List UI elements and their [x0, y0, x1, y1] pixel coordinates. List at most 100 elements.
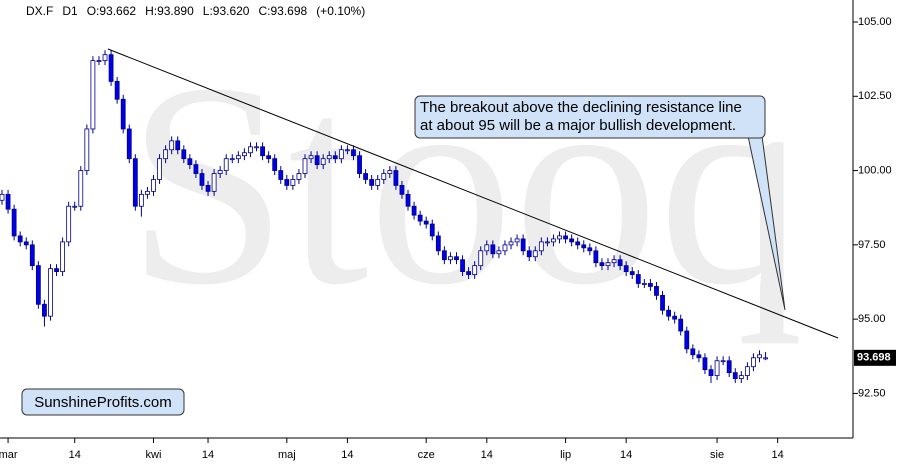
candle-body [520, 238, 526, 252]
candle-body [284, 179, 290, 186]
annotation-box [414, 95, 766, 139]
y-tick-label: 97.50 [858, 239, 886, 251]
candle-body [720, 360, 726, 363]
candle-body [423, 220, 429, 225]
candle-body [587, 247, 593, 252]
annotation-text: The breakout above the declining resista… [420, 99, 742, 116]
candle-body [460, 259, 465, 272]
candle-body [466, 271, 472, 275]
candle-body [532, 250, 538, 258]
candle-body [684, 330, 690, 350]
x-tick-label: kwi [146, 449, 162, 461]
candle-body [235, 155, 241, 160]
candle-body [296, 173, 302, 180]
candle-body [290, 179, 296, 186]
candle-body [399, 185, 405, 195]
candle-body [496, 250, 502, 255]
x-tick-label: 14 [772, 449, 784, 461]
candle-body [35, 265, 41, 305]
candle-body [526, 250, 532, 258]
candle-body [393, 170, 399, 186]
candle-body [635, 274, 641, 284]
candle-body [696, 354, 702, 359]
header: DX.F D1 O:93.662 H:93.890 L:93.620 C:93.698 (+… [26, 4, 365, 18]
header-item: DX.F [26, 4, 54, 18]
candle-body [42, 303, 47, 317]
candle-body [54, 268, 59, 272]
candle-body [387, 170, 393, 174]
x-tick-label: lip [560, 449, 571, 461]
candle-body [217, 170, 223, 174]
candle-body [211, 173, 217, 192]
candle-body [102, 54, 108, 62]
candle-body [751, 357, 756, 368]
candle-body [514, 238, 520, 243]
candle-body [544, 241, 550, 244]
candle-body [108, 54, 114, 82]
candle-body [435, 235, 441, 252]
candle-body [272, 158, 278, 171]
x-tick-label: maj [278, 449, 296, 461]
candle-body [484, 244, 490, 252]
candle-body [229, 158, 235, 161]
annotation-text: at about 95 will be a major bullish deve… [420, 117, 736, 134]
candle-body [490, 244, 496, 255]
brand: SunshineProfits.com [34, 394, 172, 411]
candle-body [320, 158, 326, 166]
header-item: (+0.10%) [316, 4, 366, 18]
candle-body [702, 357, 708, 371]
candle-body [641, 283, 647, 285]
candle-body [569, 238, 575, 243]
candle-body [623, 265, 629, 272]
candle-body [78, 170, 84, 207]
candle-body [357, 155, 362, 174]
candle-body [369, 179, 375, 186]
resistance-line [107, 48, 839, 339]
candle-body [181, 149, 187, 160]
candle-body [326, 155, 332, 160]
candle-body [714, 360, 720, 376]
candle-body [223, 158, 229, 171]
candle-body [575, 241, 581, 246]
x-tick-label: 14 [341, 449, 353, 461]
candle-body [441, 250, 447, 261]
candle-body [0, 193, 5, 201]
candle-body [29, 244, 35, 267]
candle-body [193, 164, 199, 174]
candle-body [660, 294, 665, 311]
candle-body [351, 149, 356, 157]
candle-body [599, 262, 605, 267]
candle-body [726, 360, 732, 374]
candle-body [551, 238, 556, 243]
x-tick-label: cze [418, 449, 435, 461]
candle-body [120, 98, 126, 130]
candle-body [48, 268, 53, 317]
candle-body [381, 173, 387, 180]
candle-body [96, 60, 102, 63]
x-tick-label: 14 [202, 449, 214, 461]
candle-body [429, 223, 435, 237]
candle-body [538, 241, 544, 252]
candle-body [648, 283, 653, 287]
candle-body [163, 149, 169, 160]
candle-body [454, 256, 459, 261]
candle-body [90, 60, 96, 130]
candle-body [84, 128, 90, 171]
candle-body [405, 193, 411, 207]
candle-body [508, 241, 514, 246]
candle-body [617, 259, 623, 267]
header-item: H:93.890 [145, 4, 194, 18]
header-item: C:93.698 [258, 4, 308, 18]
candle-body [151, 179, 156, 192]
candle-body [557, 235, 562, 240]
candle-body [448, 256, 453, 261]
y-tick-label: 105.00 [858, 16, 892, 28]
candle-body [5, 193, 11, 210]
candle-body [763, 357, 768, 360]
candle-body [11, 208, 17, 237]
last-price-label: 93.698 [857, 352, 891, 364]
candle-body [157, 158, 162, 180]
candle-body [278, 170, 284, 180]
x-tick-label: mar [0, 449, 18, 461]
